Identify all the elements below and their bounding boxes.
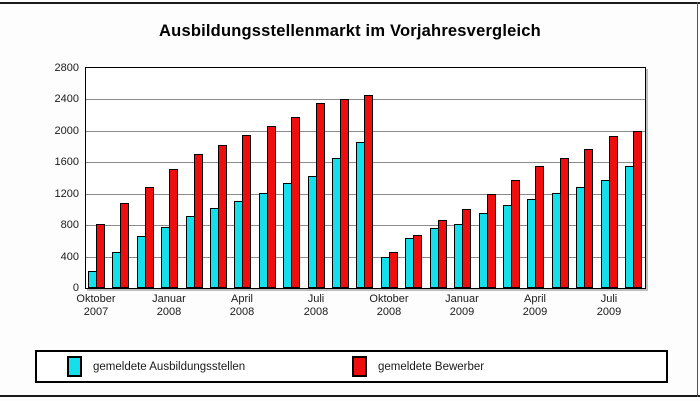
legend-label-bewerber: gemeldete Bewerber xyxy=(378,360,485,373)
bar-group-nov-2008 xyxy=(405,235,423,288)
bar-group-jul-2008 xyxy=(307,103,326,288)
legend-swatch-ausbildungsstellen-icon xyxy=(67,356,82,377)
bar-bewerber-okt-2008 xyxy=(388,252,398,288)
y-tick-label-2400: 2400 xyxy=(54,93,79,106)
chart-title: Ausbildungsstellenmarkt im Vorjahresverg… xyxy=(159,22,541,40)
bar-bewerber-apr-2009 xyxy=(535,166,545,288)
bar-bewerber-dez-2007 xyxy=(144,187,154,288)
y-tick-label-2000: 2000 xyxy=(54,124,79,137)
bar-series-container xyxy=(86,68,645,288)
bar-group-jul-2009 xyxy=(600,136,619,288)
bar-group-nov-2007 xyxy=(112,203,130,288)
x-tick-label-juli-2009: Juli 2009 xyxy=(596,293,622,318)
bar-group-mai-2009 xyxy=(551,158,570,288)
legend-swatch-bewerber-icon xyxy=(352,356,367,377)
bar-bewerber-mai-2009 xyxy=(559,158,569,288)
bar-group-aug-2009 xyxy=(624,131,643,288)
bar-group-okt-2008 xyxy=(380,252,399,288)
legend-entry-bewerber: gemeldete Bewerber xyxy=(352,352,484,381)
bar-bewerber-jun-2009 xyxy=(584,149,594,288)
bar-bewerber-feb-2008 xyxy=(193,154,203,288)
bar-bewerber-feb-2009 xyxy=(486,194,496,288)
y-tick-label-1200: 1200 xyxy=(54,187,79,200)
bar-group-feb-2008 xyxy=(185,154,204,288)
bar-bewerber-nov-2008 xyxy=(413,235,423,288)
bar-group-mär-2009 xyxy=(502,180,521,288)
bar-bewerber-aug-2009 xyxy=(632,131,642,288)
x-tick-label-oktober-2007: Oktober 2007 xyxy=(76,293,116,318)
x-tick-label-april-2008: April 2008 xyxy=(229,293,255,318)
bar-group-jan-2009 xyxy=(454,209,472,288)
bar-group-jan-2008 xyxy=(161,169,179,288)
x-tick-label-januar-2009: Januar 2009 xyxy=(445,293,479,318)
bar-bewerber-dez-2008 xyxy=(437,220,447,288)
bar-bewerber-jul-2009 xyxy=(608,136,618,288)
bar-group-apr-2009 xyxy=(527,166,545,288)
bar-group-dez-2008 xyxy=(429,220,448,288)
bar-bewerber-jul-2008 xyxy=(315,103,325,288)
bar-group-mär-2008 xyxy=(210,145,228,288)
bar-bewerber-okt-2007 xyxy=(96,224,105,288)
bottom-border-rule xyxy=(0,395,700,397)
bar-bewerber-mär-2009 xyxy=(510,180,520,288)
x-tick-label-juli-2008: Juli 2008 xyxy=(303,293,329,318)
bar-bewerber-jan-2008 xyxy=(169,169,179,288)
bar-bewerber-jun-2008 xyxy=(291,117,301,288)
bar-group-jun-2009 xyxy=(576,149,594,288)
plot-area xyxy=(85,67,646,289)
x-tick-label-oktober-2008: Oktober 2008 xyxy=(369,293,409,318)
bar-group-feb-2009 xyxy=(478,194,497,288)
legend-box: gemeldete Ausbildungsstellen gemeldete B… xyxy=(35,350,668,383)
bar-bewerber-jan-2009 xyxy=(462,209,472,288)
bar-bewerber-aug-2008 xyxy=(340,99,350,288)
y-tick-label-1600: 1600 xyxy=(54,156,79,169)
bar-bewerber-apr-2008 xyxy=(242,135,252,288)
x-tick-label-januar-2008: Januar 2008 xyxy=(152,293,186,318)
bar-group-aug-2008 xyxy=(332,99,350,288)
legend-entry-ausbildungsstellen: gemeldete Ausbildungsstellen xyxy=(67,352,245,381)
bar-group-mai-2008 xyxy=(258,126,277,288)
bar-group-jun-2008 xyxy=(283,117,301,288)
y-tick-label-0: 0 xyxy=(72,282,79,294)
y-tick-label-800: 800 xyxy=(60,219,79,232)
top-border-rule xyxy=(0,2,700,4)
x-tick-label-april-2009: April 2009 xyxy=(522,293,548,318)
bar-group-apr-2008 xyxy=(234,135,252,288)
legend-label-ausbildungsstellen: gemeldete Ausbildungsstellen xyxy=(93,360,246,373)
bar-group-dez-2007 xyxy=(136,187,155,288)
bar-bewerber-nov-2007 xyxy=(120,203,130,288)
y-tick-label-2800: 2800 xyxy=(54,62,79,74)
bar-bewerber-mär-2008 xyxy=(218,145,228,288)
bar-group-okt-2007 xyxy=(88,224,106,288)
bar-bewerber-mai-2008 xyxy=(266,126,276,288)
right-border-rule xyxy=(697,2,698,397)
y-tick-label-400: 400 xyxy=(60,250,79,263)
bar-bewerber-sep-2008 xyxy=(364,95,374,288)
bar-group-sep-2008 xyxy=(356,95,374,288)
